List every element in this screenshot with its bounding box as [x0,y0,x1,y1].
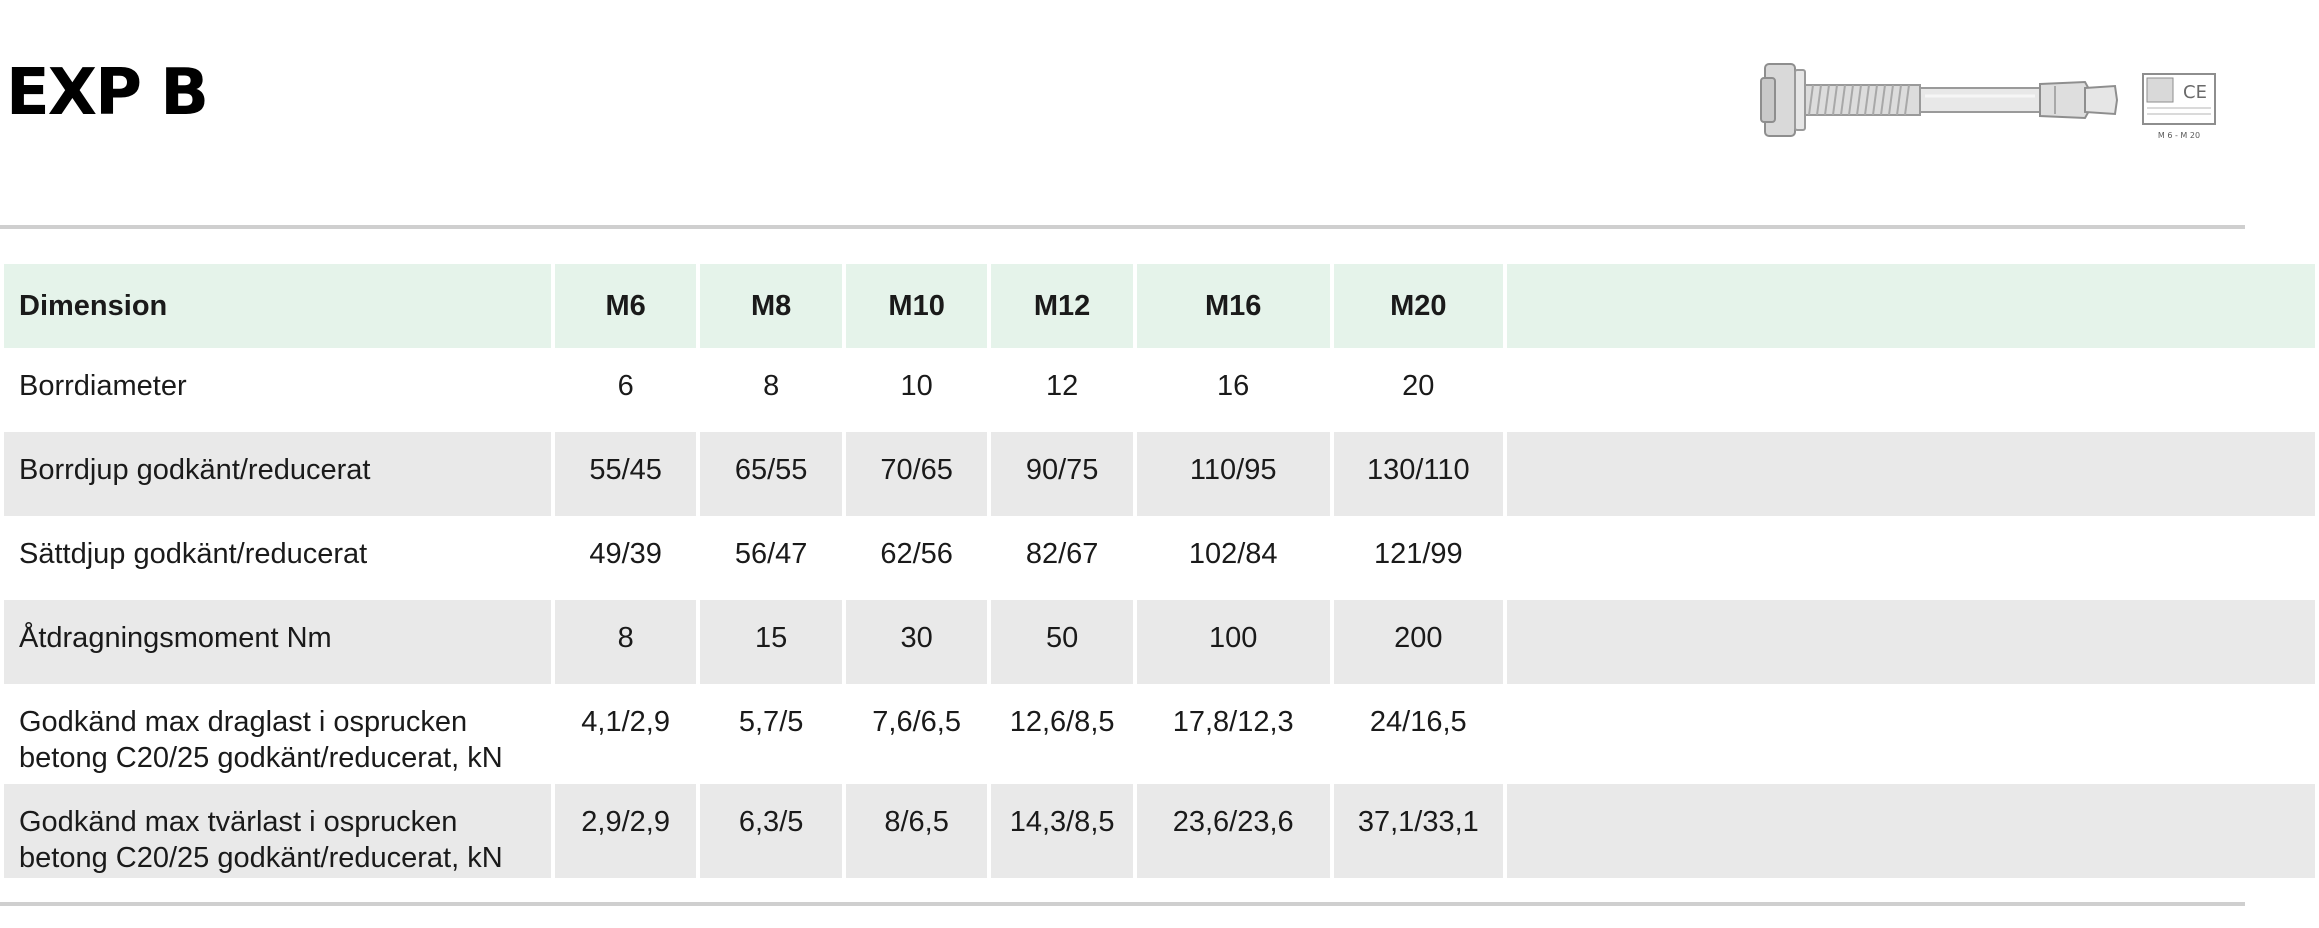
cell-value: 37,1/33,1 [1333,784,1504,878]
table-row-draglast: Godkänd max draglast i osprucken betong … [4,684,2315,784]
table-row-sattdjup: Sättdjup godkänt/reducerat 49/39 56/47 6… [4,516,2315,600]
cell-value: 100 [1136,600,1330,684]
cell-value: 7,6/6,5 [872,706,961,738]
row-label: Borrdjup godkänt/reducerat [4,432,551,516]
empty-cell [1507,684,2315,784]
cell-value: 8/6,5 [845,784,988,878]
cell-value: 50 [991,600,1133,684]
cell-value: 12,6/8,5 [1009,706,1115,738]
cell-value: 82/67 [1025,538,1099,570]
top-divider [0,225,2245,229]
cell-value: 17,8/12,3 [1172,706,1294,738]
empty-cell [1507,784,2315,878]
cell-value: 4,1/2,9 [581,706,670,738]
cell-value: 16 [1217,370,1250,402]
cell-value: 15 [700,600,842,684]
cell-value: 5,7/5 [738,706,804,738]
cell-value: 49/39 [589,538,662,570]
table-header-row: Dimension M6 M8 M10 M12 M16 M20 [4,264,2315,348]
header-size-m12: M12 [991,264,1133,348]
cell-value: 8 [763,370,780,402]
empty-cell [1507,516,2315,600]
empty-cell [1507,348,2315,432]
table-row-borrdjup: Borrdjup godkänt/reducerat 55/45 65/55 7… [4,432,2315,516]
cell-value: 23,6/23,6 [1136,784,1330,878]
row-label: Godkänd max draglast i osprucken betong … [19,706,503,774]
cell-value: 24/16,5 [1369,706,1467,738]
cell-value: 110/95 [1136,432,1330,516]
cell-value: 70/65 [845,432,988,516]
cell-value: 90/75 [991,432,1133,516]
size-range-label: M 6 - M 20 [2158,131,2200,140]
cell-value: 8 [554,600,697,684]
table-row-atdragningsmoment: Åtdragningsmoment Nm 8 15 30 50 100 200 [4,600,2315,684]
cell-value: 6 [617,370,634,402]
row-label: Åtdragningsmoment Nm [4,600,551,684]
cell-value: 130/110 [1333,432,1504,516]
cell-value: 2,9/2,9 [554,784,697,878]
header-size-m20: M20 [1333,264,1504,348]
spec-table: Dimension M6 M8 M10 M12 M16 M20 Borrdiam… [0,264,2319,878]
row-label: Borrdiameter [19,370,187,402]
table-row-borrdiameter: Borrdiameter 6 8 10 12 16 20 [4,348,2315,432]
svg-text:CE: CE [2183,82,2207,103]
header-size-m10: M10 [845,264,988,348]
bottom-divider [0,902,2245,906]
header-size-m16: M16 [1136,264,1330,348]
cell-value: 56/47 [734,538,808,570]
header-size-m8: M8 [700,264,842,348]
cell-value: 55/45 [554,432,697,516]
header-dimension: Dimension [4,264,551,348]
cell-value: 20 [1402,370,1435,402]
cell-value: 62/56 [880,538,953,570]
cell-value: 121/99 [1373,538,1463,570]
cell-value: 30 [845,600,988,684]
cell-value: 12 [1045,370,1079,402]
row-label: Sättdjup godkänt/reducerat [19,538,368,570]
cell-value: 65/55 [700,432,842,516]
cell-value: 6,3/5 [700,784,842,878]
table-row-tvarlast: Godkänd max tvärlast i osprucken betong … [4,784,2315,878]
cell-value: 200 [1333,600,1504,684]
empty-cell [1507,600,2315,684]
header-empty-cell [1507,264,2315,348]
empty-cell [1507,432,2315,516]
row-label: Godkänd max tvärlast i osprucken betong … [4,784,551,878]
cell-value: 10 [900,370,933,402]
page-title: EXP B [6,56,209,130]
header-size-m6: M6 [554,264,697,348]
cell-value: 102/84 [1188,538,1278,570]
cell-value: 14,3/8,5 [991,784,1133,878]
wedge-anchor-bolt-image: CE M 6 - M 20 [1760,63,2216,140]
